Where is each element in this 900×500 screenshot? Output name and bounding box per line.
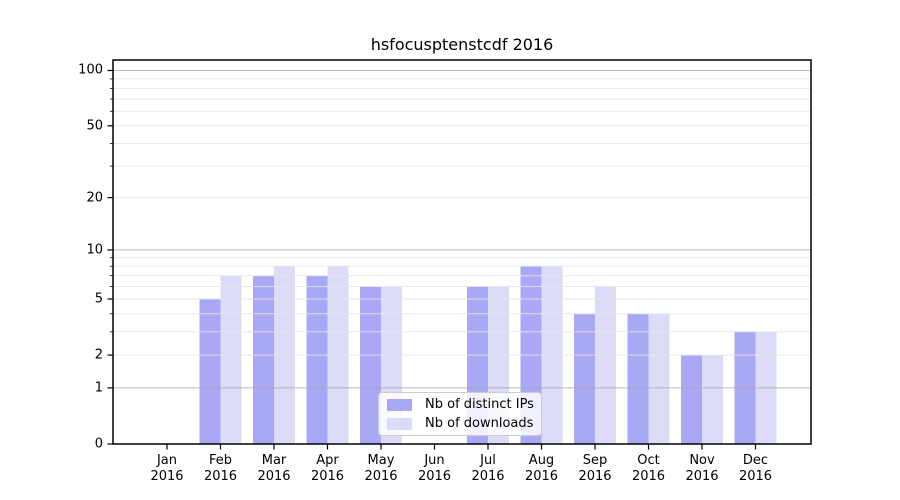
x-tick-label-oct: Oct 2016 xyxy=(631,453,666,484)
major-gridlines xyxy=(113,69,811,389)
x-tick-label-feb: Feb 2016 xyxy=(203,453,238,484)
y-tick-label-5: 5 xyxy=(94,291,103,307)
legend-label-downloads: Nb of downloads xyxy=(425,416,534,431)
x-tick-label-jun: Jun 2016 xyxy=(417,453,452,484)
bar-sep-downloads xyxy=(595,286,616,444)
bar-sep-ips xyxy=(574,313,595,444)
x-tick-label-jul: Jul 2016 xyxy=(471,453,505,484)
x-tick-label-may: May 2016 xyxy=(364,453,398,484)
x-tick-label-jan: Jan 2016 xyxy=(150,453,184,484)
y-tick-label-2: 2 xyxy=(94,347,103,363)
bar-nov-ips xyxy=(681,355,702,444)
x-tick-label-sep: Sep 2016 xyxy=(578,453,612,484)
x-tick-label-nov: Nov 2016 xyxy=(685,453,719,484)
axes-spines xyxy=(112,59,812,445)
bar-nov-downloads xyxy=(702,355,723,444)
y-tick-label-1: 1 xyxy=(94,380,103,396)
bar-may-ips xyxy=(360,286,381,444)
chart-title: hsfocusptenstcdf 2016 xyxy=(370,35,554,54)
x-tick-label-apr: Apr 2016 xyxy=(310,453,345,484)
y-tick-label-0: 0 xyxy=(94,436,103,452)
y-tick-label-100: 100 xyxy=(78,62,103,78)
bar-feb-downloads xyxy=(220,275,242,444)
bar-apr-ips xyxy=(306,275,328,444)
y-tick-label-10: 10 xyxy=(86,242,103,258)
x-tick-label-aug: Aug 2016 xyxy=(524,453,559,484)
legend-label-distinct-ips: Nb of distinct IPs xyxy=(425,397,534,412)
minor-gridlines xyxy=(113,78,811,356)
legend-item-distinct-ips: Nb of distinct IPs xyxy=(387,397,541,412)
x-tick-label-dec: Dec 2016 xyxy=(738,453,773,484)
x-tick-label-mar: Mar 2016 xyxy=(257,453,291,484)
bar-feb-ips xyxy=(199,298,221,444)
bar-mar-ips xyxy=(253,275,274,444)
y-tick-label-50: 50 xyxy=(86,118,103,134)
legend-item-downloads: Nb of downloads xyxy=(387,416,541,431)
plot-border xyxy=(112,59,812,445)
tick-marks xyxy=(107,69,757,450)
y-tick-label-20: 20 xyxy=(86,190,103,206)
legend: Nb of distinct IPs Nb of downloads xyxy=(378,392,542,436)
legend-swatch-downloads-icon xyxy=(387,417,412,430)
bar-oct-downloads xyxy=(648,313,670,444)
bar-oct-ips xyxy=(627,313,649,444)
legend-swatch-distinct-ips-icon xyxy=(387,398,412,411)
